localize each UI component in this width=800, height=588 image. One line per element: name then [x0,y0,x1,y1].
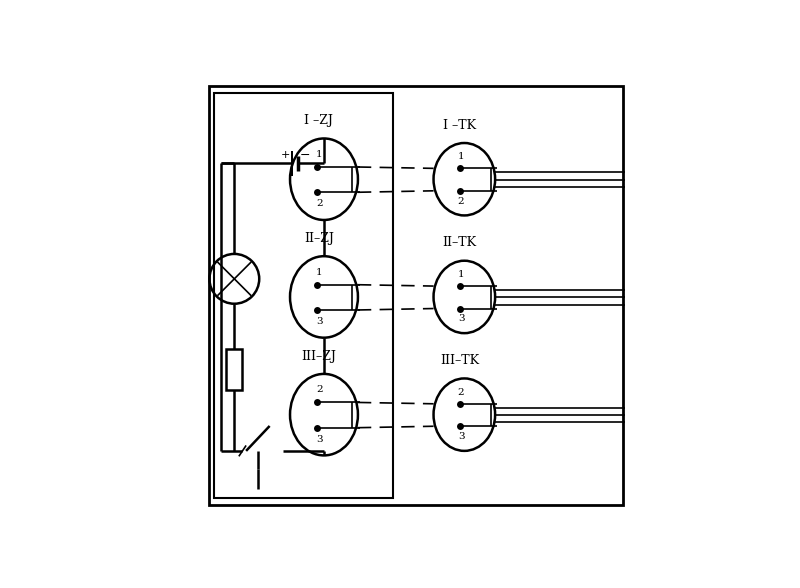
Text: II–TK: II–TK [442,236,477,249]
Text: 3: 3 [316,435,322,443]
Text: 1: 1 [458,270,464,279]
Text: I –TK: I –TK [443,119,476,132]
Bar [226,349,242,390]
Text: −: − [299,149,310,162]
Text: +: + [281,150,290,160]
Text: 1: 1 [458,152,464,161]
Text: III–ZJ: III–ZJ [302,350,336,363]
Text: III–TK: III–TK [440,354,479,367]
Text: 1: 1 [316,268,322,276]
Text: 3: 3 [458,315,464,323]
Bar [214,93,394,499]
Text: 3: 3 [458,432,464,441]
Text: 2: 2 [458,197,464,206]
Text: 1: 1 [316,150,322,159]
Text: 2: 2 [316,385,322,395]
Text: 2: 2 [316,199,322,208]
Text: 2: 2 [458,387,464,396]
Text: 3: 3 [316,317,322,326]
Text: II–ZJ: II–ZJ [304,232,334,245]
Text: I –ZJ: I –ZJ [305,114,334,127]
